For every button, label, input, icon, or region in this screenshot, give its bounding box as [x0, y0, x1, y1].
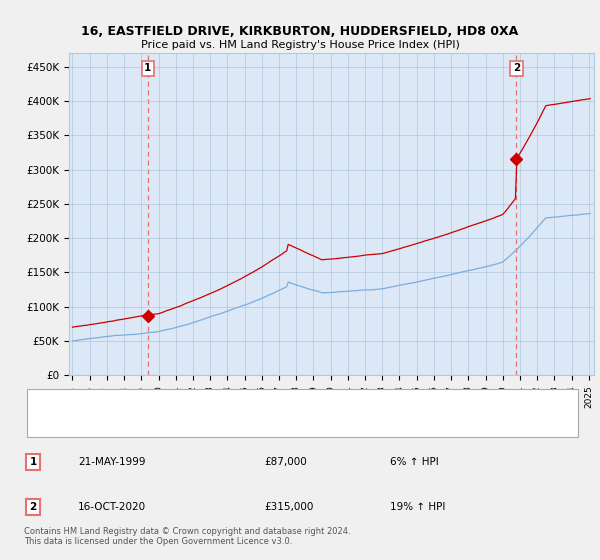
Text: 16, EASTFIELD DRIVE, KIRKBURTON, HUDDERSFIELD, HD8 0XA: 16, EASTFIELD DRIVE, KIRKBURTON, HUDDERS…: [82, 25, 518, 38]
Text: 16-OCT-2020: 16-OCT-2020: [78, 502, 146, 512]
Text: £315,000: £315,000: [264, 502, 313, 512]
Text: Contains HM Land Registry data © Crown copyright and database right 2024.
This d: Contains HM Land Registry data © Crown c…: [24, 526, 350, 546]
Text: Price paid vs. HM Land Registry's House Price Index (HPI): Price paid vs. HM Land Registry's House …: [140, 40, 460, 50]
Text: £87,000: £87,000: [264, 457, 307, 467]
Text: 2: 2: [513, 63, 520, 73]
Text: 16, EASTFIELD DRIVE, KIRKBURTON, HUDDERSFIELD, HD8 0XA (detached house): 16, EASTFIELD DRIVE, KIRKBURTON, HUDDERS…: [71, 396, 467, 407]
Text: HPI: Average price, detached house, Kirklees: HPI: Average price, detached house, Kirk…: [71, 421, 291, 431]
Text: 6% ↑ HPI: 6% ↑ HPI: [390, 457, 439, 467]
Text: 1: 1: [29, 457, 37, 467]
Text: 2: 2: [29, 502, 37, 512]
FancyBboxPatch shape: [27, 389, 578, 437]
Text: 21-MAY-1999: 21-MAY-1999: [78, 457, 146, 467]
Text: 1: 1: [144, 63, 151, 73]
Text: 19% ↑ HPI: 19% ↑ HPI: [390, 502, 445, 512]
